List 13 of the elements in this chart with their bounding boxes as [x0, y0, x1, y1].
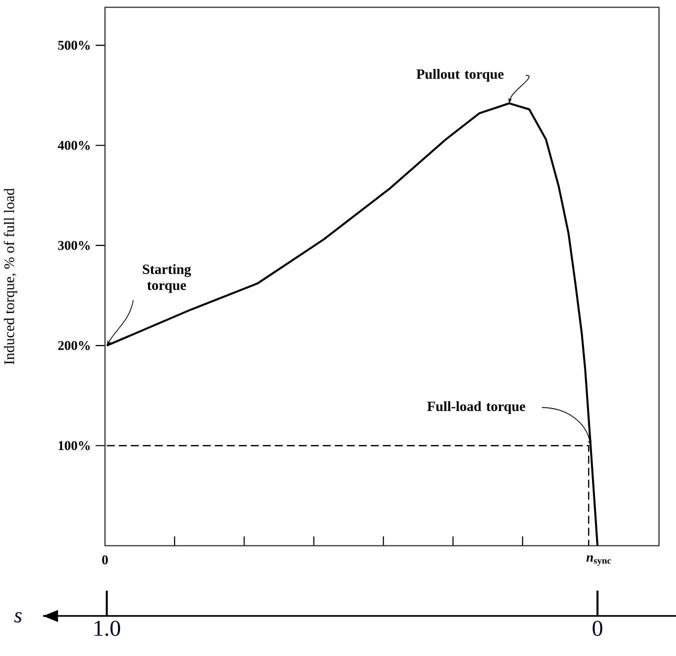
y-tick-label: 300% [58, 240, 90, 250]
annotation: Pullout torque [416, 69, 504, 82]
y-axis-title: Induced torque, % of full load [4, 188, 18, 364]
x-axis-title: s [14, 612, 22, 622]
annotation: Starting torque [142, 264, 192, 293]
y-tick-label: 500% [58, 40, 90, 50]
x-tick-label: 1.0 [94, 620, 120, 636]
text: n$_{sync}$ [586, 555, 611, 566]
text: 0 [102, 555, 108, 564]
y-tick-label: 100% [58, 441, 90, 450]
y-tick-label: 400% [58, 140, 90, 150]
y-tick-label: 200% [58, 341, 90, 350]
annotation: Full-load torque [427, 401, 526, 414]
